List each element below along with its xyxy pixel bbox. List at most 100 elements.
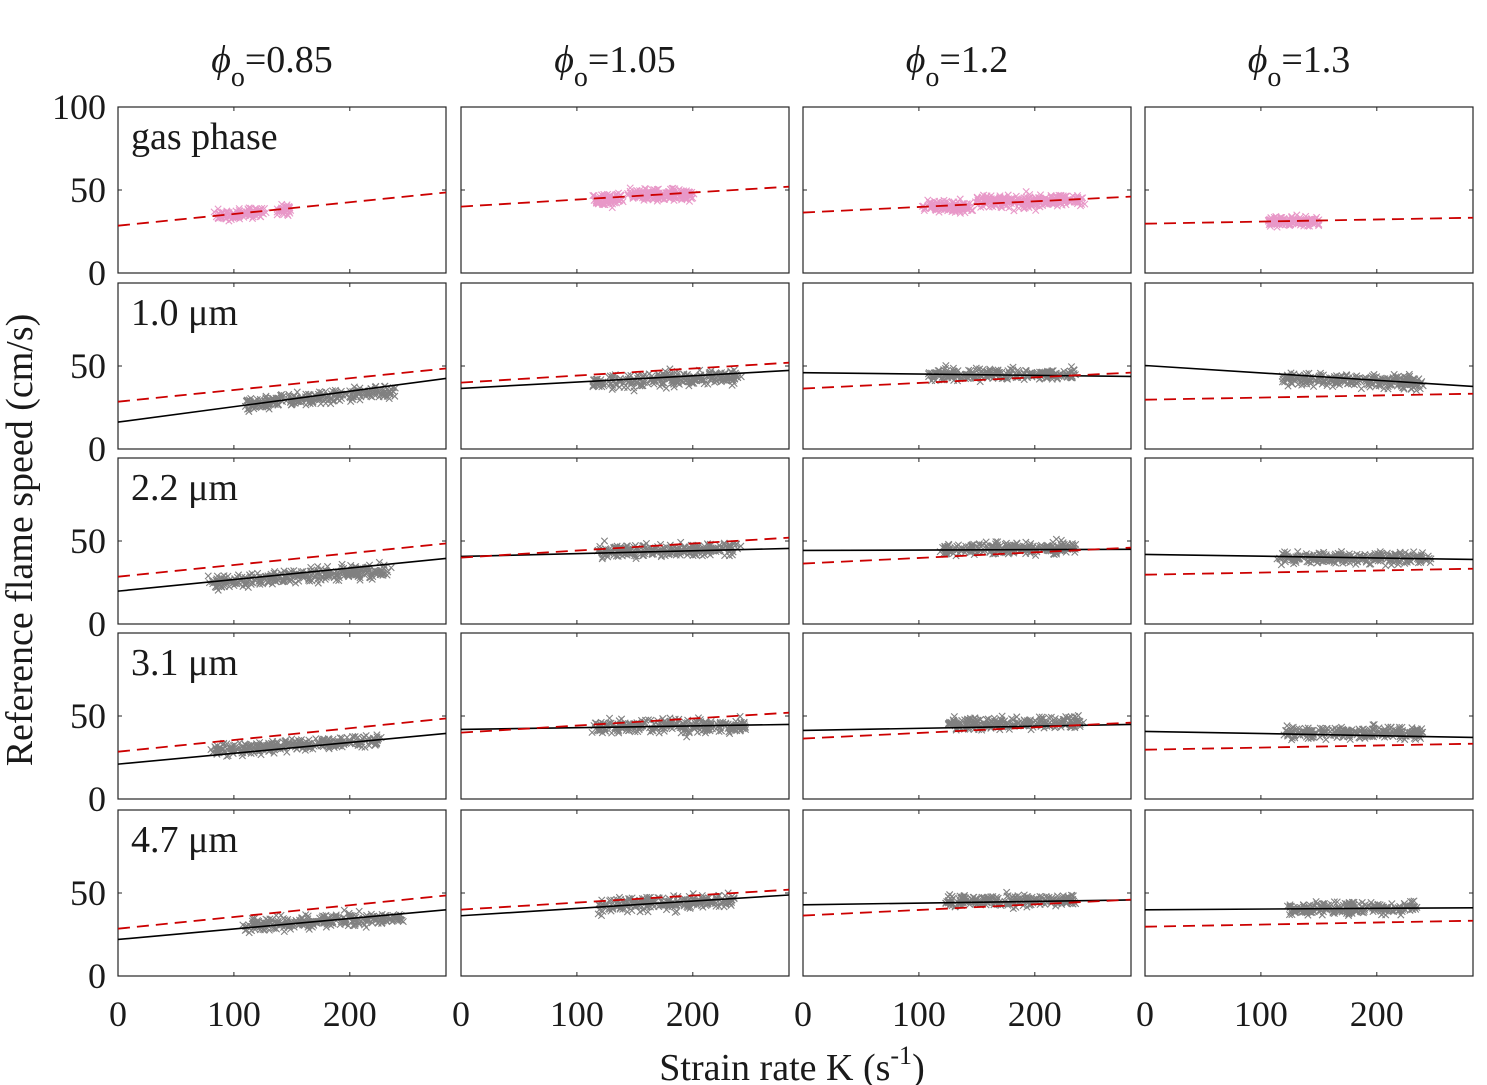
gas-phase-fit-line [803,371,1131,390]
scatter-point [1392,727,1400,735]
scatter-point [726,373,734,381]
scatter-point [671,193,679,201]
scatter-point [1059,717,1068,725]
scatter-point [1022,550,1030,558]
scatter-point [227,742,236,750]
scatter-point [594,198,602,206]
panel-r3-c4 [1144,457,1474,625]
scatter-point [320,912,328,920]
scatter-point [691,375,699,384]
droplet-fit-line [1145,364,1473,388]
scatter-point [712,545,720,553]
scatter-point [654,185,662,193]
scatter-point [1368,380,1376,388]
plot-area [118,894,446,941]
scatter-point [642,539,651,548]
scatter-point [1396,735,1404,743]
scatter-point [687,903,695,911]
scatter-point [973,194,982,202]
scatter-point [290,923,298,931]
axes-box [1144,632,1474,800]
gas-phase-fit-line [118,191,446,227]
scatter-point [1013,719,1022,727]
scatter-point [628,907,636,915]
scatter-point [249,213,257,221]
scatter-point [1308,215,1316,223]
scatter-point [661,374,669,382]
scatter-point [387,385,395,393]
panel-r1-c4 [1144,106,1474,274]
scatter-point [720,903,728,911]
axes-box [802,457,1132,625]
scatter-point [606,192,614,200]
scatter-point [259,925,267,934]
scatter-point [330,913,338,921]
scatter-point [1044,542,1052,550]
scatter-point [1394,372,1402,381]
scatter-point [1038,893,1046,901]
scatter-point [949,364,958,372]
scatter-point [345,909,353,917]
plot-area [118,542,446,594]
scatter-point [702,719,710,727]
scatter-point [279,914,287,923]
scatter-point [725,729,734,738]
scatter-point [982,194,990,202]
scatter-point [1367,560,1375,568]
scatter-point [250,920,258,928]
scatter-point [623,908,632,916]
scatter-point [383,392,391,400]
scatter-point [355,907,363,915]
scatter-point [620,379,628,387]
y-tick-label: 50 [70,170,106,210]
droplet-fit-line [1145,730,1473,739]
axes-box [460,809,790,977]
scatter-point [965,717,973,725]
scatter-point [656,382,664,390]
scatter-point [948,374,956,382]
scatter-point [371,568,379,576]
phi-symbol: ϕ [1248,39,1268,81]
scatter-point [693,728,702,736]
droplet-fit-line [118,732,446,765]
scatter-point [706,551,714,559]
droplet-fit-line [461,547,789,558]
scatter-point [1348,726,1356,734]
scatter-point [1030,718,1038,726]
row-label: 4.7 μm [131,819,238,861]
scatter-point [264,741,273,750]
plot-area [1145,364,1473,401]
scatter-point [704,380,712,388]
scatter-point [297,736,306,744]
scatter-point [291,399,299,407]
scatter-point [619,905,627,913]
column-title: ϕo=1.2 [906,39,1009,93]
column-title: ϕo=1.3 [1248,39,1351,93]
scatter-point [387,564,395,572]
scatter-point [1022,187,1030,196]
scatter-point [622,544,630,552]
column-title: ϕo=0.85 [211,39,333,93]
scatter-point [996,195,1004,203]
scatter-point [668,184,676,193]
scatter-point [1307,726,1315,735]
scatter-point [649,727,657,735]
scatter-point [1361,376,1369,385]
scatter-point [706,376,714,384]
panel-r2-c4 [1144,282,1474,450]
scatter-point [712,899,720,907]
scatter-point [1408,724,1416,732]
scatter-point [683,719,692,727]
scatter-point [244,583,252,591]
scatter-point [1370,370,1378,379]
scatter-point [600,190,608,199]
scatter-point [213,746,221,754]
phi-subscript: o [231,62,245,93]
x-tick-label: 200 [666,994,720,1034]
scatter-point [1329,383,1337,391]
scatter-point [934,366,942,375]
scatter-point [1332,559,1340,567]
panel-r4-c2 [460,632,790,800]
